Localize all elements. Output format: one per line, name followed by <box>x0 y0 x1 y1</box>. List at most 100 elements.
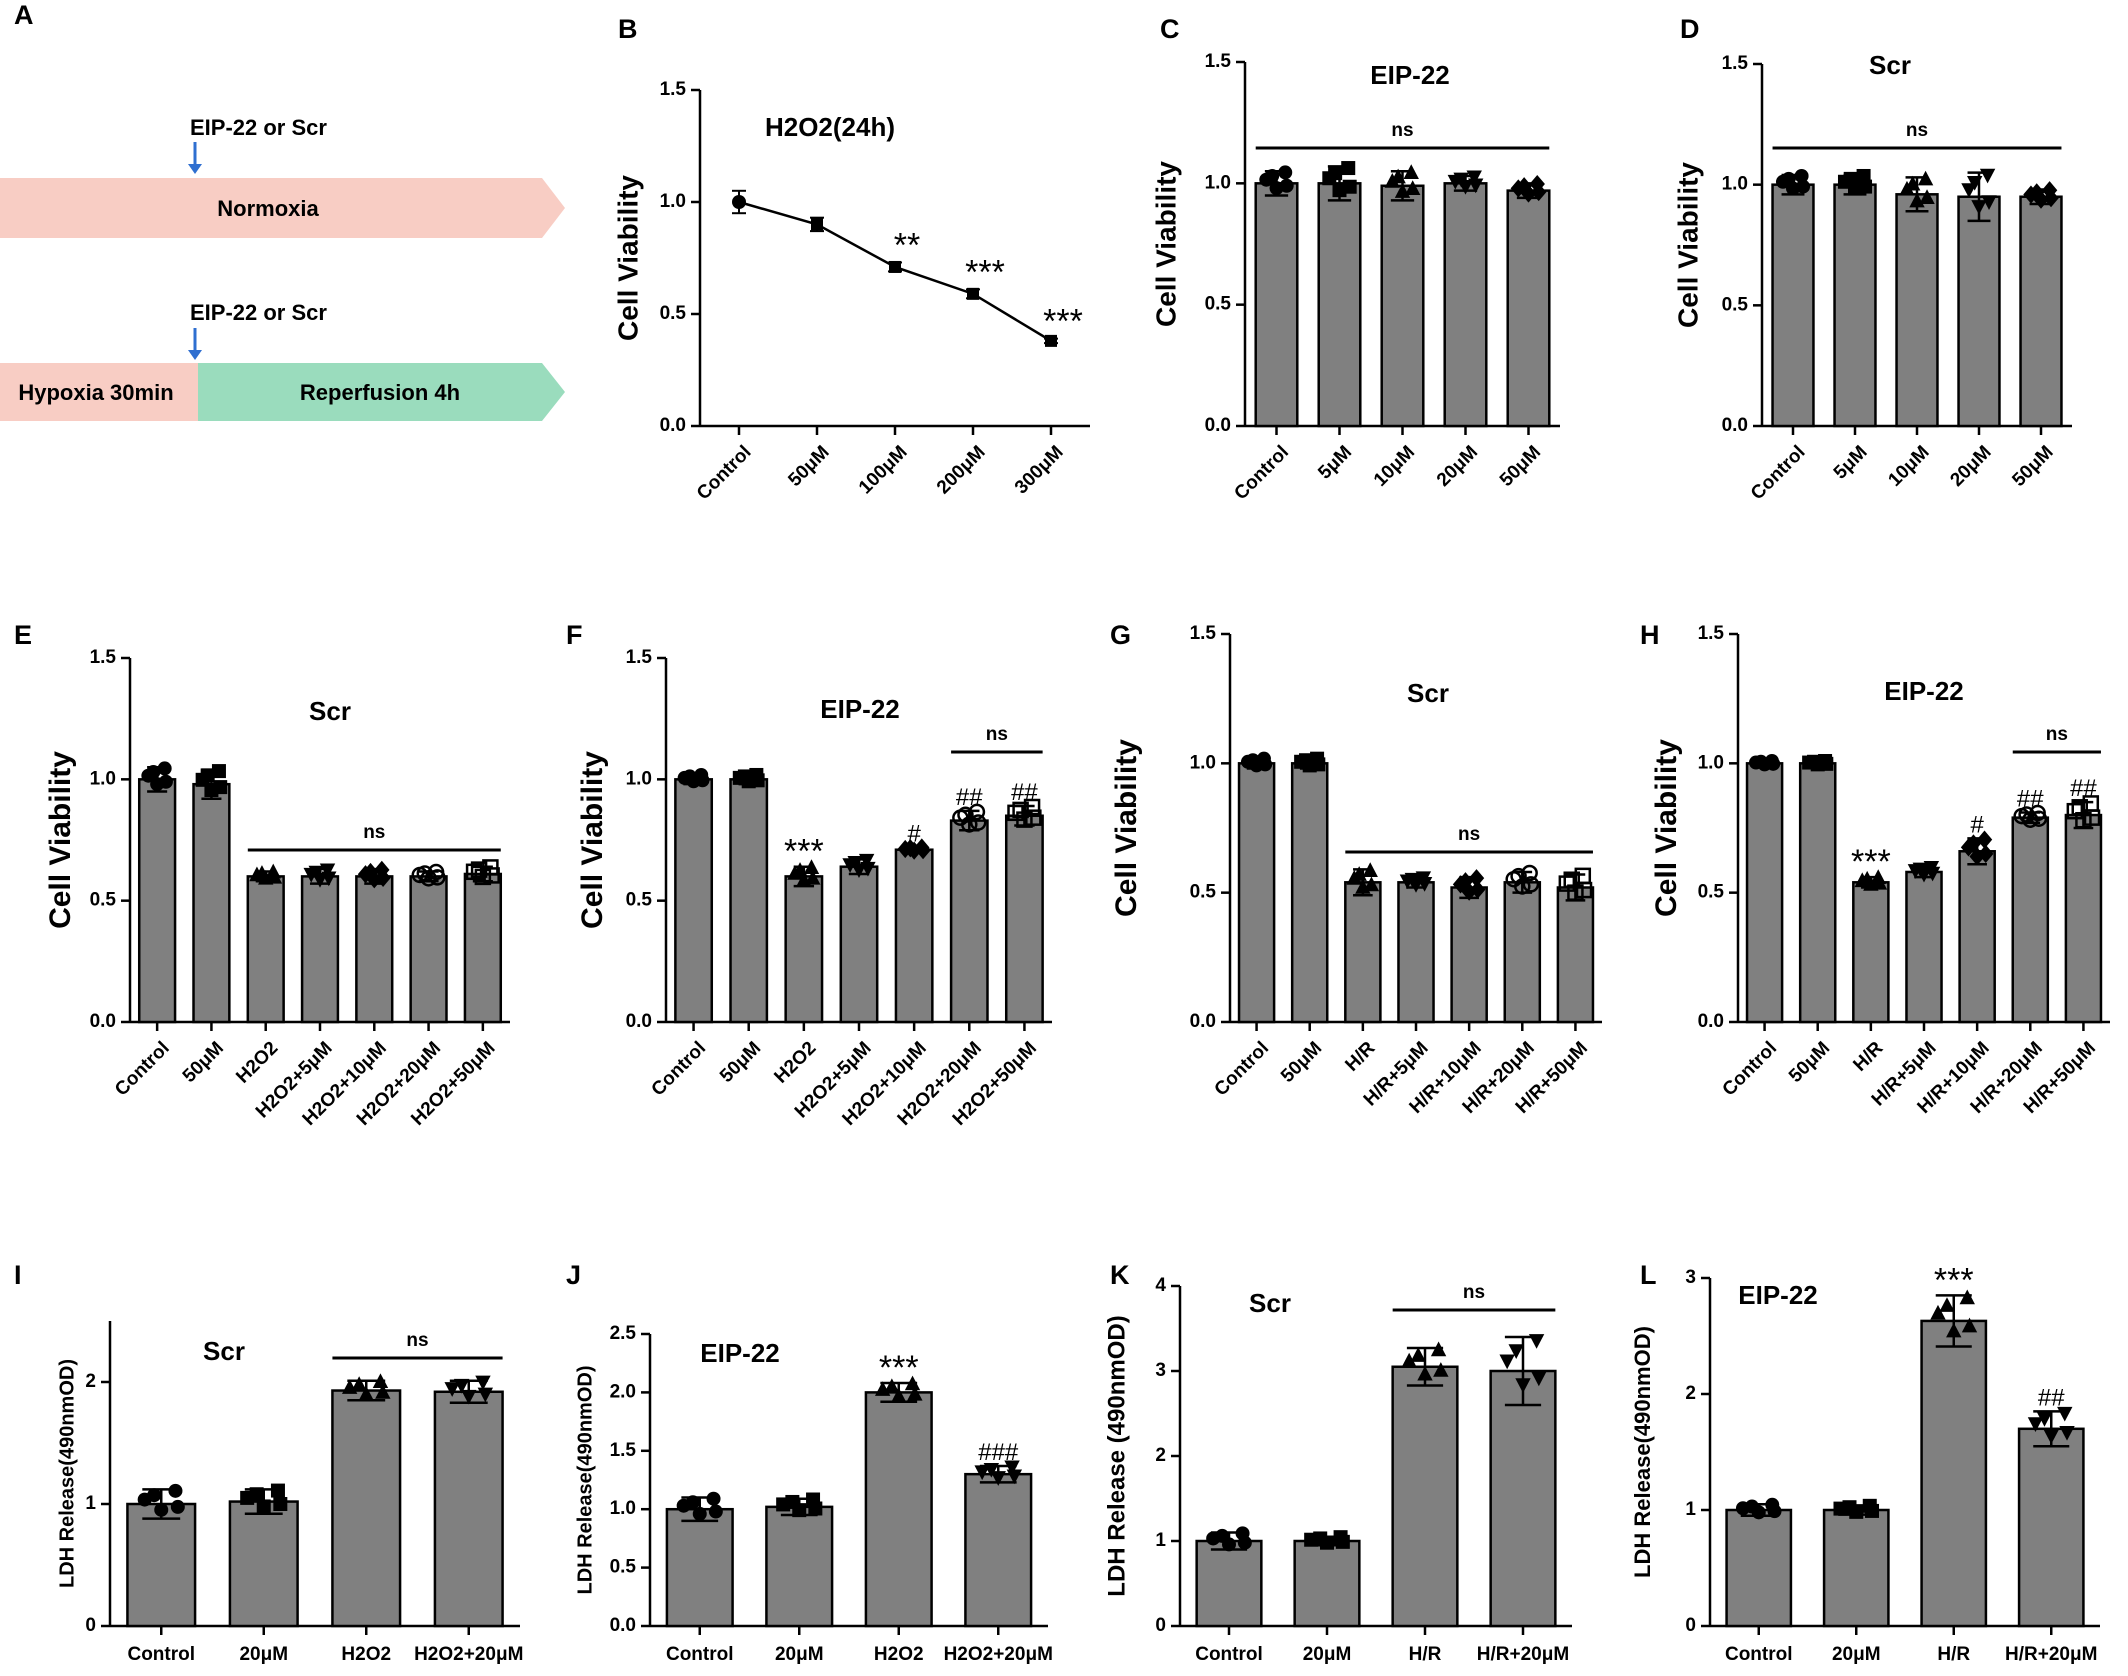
bar <box>729 778 769 1024</box>
x-tick-label: 20μM <box>1433 442 1482 491</box>
y-axis-label: Cell Viability <box>44 751 77 929</box>
chart-title: EIP-22 <box>1370 60 1450 90</box>
x-tick-label: Control <box>666 1644 734 1665</box>
data-point-marker <box>1362 862 1378 877</box>
data-point <box>967 287 979 300</box>
chart-title: EIP-22 <box>700 1338 780 1368</box>
bar <box>433 1390 504 1628</box>
data-point-marker <box>1905 175 1921 191</box>
y-tick-label: 0.5 <box>1205 294 1232 315</box>
y-tick-label: 0.5 <box>660 303 687 324</box>
data-point-marker <box>1946 1322 1962 1338</box>
data-point-marker <box>961 816 978 833</box>
y-tick-label: 1 <box>1685 1499 1696 1520</box>
x-tick-label: 5μM <box>1314 442 1356 484</box>
bar <box>246 875 285 1024</box>
data-point-marker <box>1508 1344 1524 1359</box>
y-tick-label: 0 <box>1685 1615 1696 1636</box>
data-point-marker <box>1528 1334 1545 1349</box>
x-tick-label: 10μM <box>1884 442 1933 491</box>
panel-label-d: D <box>1680 14 1700 44</box>
data-point-marker <box>1917 170 1934 186</box>
data-point-marker <box>1215 1528 1230 1543</box>
data-point-marker <box>957 806 974 824</box>
data-point-marker <box>1453 172 1469 188</box>
data-point-marker <box>990 1471 1006 1486</box>
bar <box>1957 195 2001 428</box>
data-point-marker <box>1575 881 1593 899</box>
bar <box>355 875 394 1024</box>
data-point-marker <box>147 1488 162 1503</box>
data-point-marker <box>1510 867 1527 885</box>
bar <box>1798 762 1837 1024</box>
y-tick-label: 0.5 <box>1190 882 1217 903</box>
y-axis-label: LDH Release (490nmOD) <box>1103 1315 1130 1596</box>
data-point-marker <box>1025 809 1042 826</box>
data-point-marker <box>902 839 919 858</box>
data-point-marker <box>1521 864 1538 882</box>
significance-mark: *** <box>1851 843 1891 881</box>
data-point-marker <box>453 1378 470 1394</box>
data-point-marker <box>1403 164 1419 179</box>
data-point-marker <box>375 1384 391 1399</box>
y-tick-label: 2 <box>1685 1383 1696 1404</box>
data-point-marker <box>805 869 821 885</box>
bar <box>1895 193 1939 428</box>
data-point-marker <box>1430 1341 1447 1357</box>
y-tick-label: 1.5 <box>1722 53 1749 74</box>
data-point-marker <box>1279 178 1294 193</box>
data-point-marker <box>708 1504 723 1519</box>
chart-title: EIP-22 <box>820 694 900 724</box>
panel-label-h: H <box>1640 620 1660 650</box>
data-point-marker <box>270 1483 285 1498</box>
down-arrow-icon <box>188 328 202 360</box>
chart-title: EIP-22 <box>1884 676 1964 706</box>
bar <box>1195 1539 1263 1628</box>
x-tick-label: Control <box>693 442 756 505</box>
data-point-marker <box>461 1389 477 1405</box>
bar <box>1443 182 1488 428</box>
data-point-marker <box>968 803 986 821</box>
bar <box>1725 1508 1793 1628</box>
y-tick-label: 1.5 <box>660 79 687 100</box>
bar <box>964 1472 1033 1628</box>
data-point-marker <box>1930 1304 1946 1320</box>
significance-mark: *** <box>879 1349 919 1387</box>
data-point-marker <box>1265 169 1280 184</box>
bracket-label: ns <box>363 822 385 843</box>
data-point <box>732 195 746 209</box>
y-tick-label: 1.5 <box>1698 623 1725 644</box>
treatment-label-2: EIP-22 or Scr <box>190 300 327 325</box>
y-tick-label: 0.0 <box>610 1615 636 1636</box>
y-tick-label: 0.0 <box>1722 415 1748 436</box>
data-point-marker <box>1335 1534 1350 1549</box>
y-axis-label: Cell Viability <box>1150 161 1181 327</box>
bar <box>765 1505 834 1628</box>
data-point-marker <box>1753 754 1768 769</box>
data-point-marker <box>273 1497 288 1511</box>
data-point-marker <box>737 769 752 784</box>
y-tick-label: 0 <box>1155 1615 1166 1636</box>
data-point-marker <box>1278 165 1293 180</box>
data-point-marker <box>969 814 987 831</box>
data-point-marker <box>358 1386 374 1401</box>
data-point-marker <box>1522 876 1540 893</box>
x-tick-label: 10μM <box>1370 442 1419 491</box>
data-point-marker <box>2027 1417 2044 1432</box>
data-point-marker <box>1404 872 1421 888</box>
x-tick-label: 20μM <box>1303 1644 1352 1665</box>
reperfusion-label: Reperfusion 4h <box>300 380 460 405</box>
data-point-marker <box>477 1387 494 1403</box>
data-point-marker <box>158 774 173 789</box>
data-point-marker <box>444 1382 460 1397</box>
data-point-marker <box>1781 171 1796 186</box>
y-tick-label: 4 <box>1155 1275 1166 1296</box>
data-point-marker <box>1468 869 1485 888</box>
data-point-marker <box>375 868 391 887</box>
data-point-marker <box>706 1491 721 1506</box>
x-tick-label: H/R <box>1409 1644 1442 1665</box>
bar <box>1254 182 1299 428</box>
bar <box>784 875 824 1024</box>
x-tick-label: 20μM <box>239 1644 288 1665</box>
data-point-marker <box>1939 1297 1955 1312</box>
